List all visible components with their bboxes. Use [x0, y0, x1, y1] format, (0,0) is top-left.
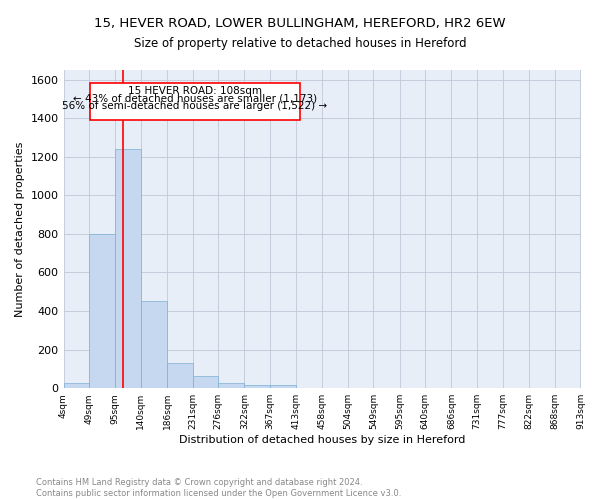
Bar [193, 376, 218, 388]
Bar [270, 386, 296, 388]
X-axis label: Distribution of detached houses by size in Hereford: Distribution of detached houses by size … [179, 435, 465, 445]
Text: 56% of semi-detached houses are larger (1,522) →: 56% of semi-detached houses are larger (… [62, 100, 328, 110]
Text: 15 HEVER ROAD: 108sqm: 15 HEVER ROAD: 108sqm [128, 86, 262, 97]
Text: ← 43% of detached houses are smaller (1,173): ← 43% of detached houses are smaller (1,… [73, 94, 317, 104]
FancyBboxPatch shape [90, 82, 300, 120]
Text: Contains HM Land Registry data © Crown copyright and database right 2024.
Contai: Contains HM Land Registry data © Crown c… [36, 478, 401, 498]
Bar [167, 363, 193, 388]
Bar [89, 234, 115, 388]
Text: 15, HEVER ROAD, LOWER BULLINGHAM, HEREFORD, HR2 6EW: 15, HEVER ROAD, LOWER BULLINGHAM, HEREFO… [94, 18, 506, 30]
Bar [244, 386, 270, 388]
Bar [64, 384, 89, 388]
Bar [218, 384, 244, 388]
Bar [115, 149, 141, 388]
Text: Size of property relative to detached houses in Hereford: Size of property relative to detached ho… [134, 38, 466, 51]
Bar [141, 302, 167, 388]
Y-axis label: Number of detached properties: Number of detached properties [15, 142, 25, 317]
